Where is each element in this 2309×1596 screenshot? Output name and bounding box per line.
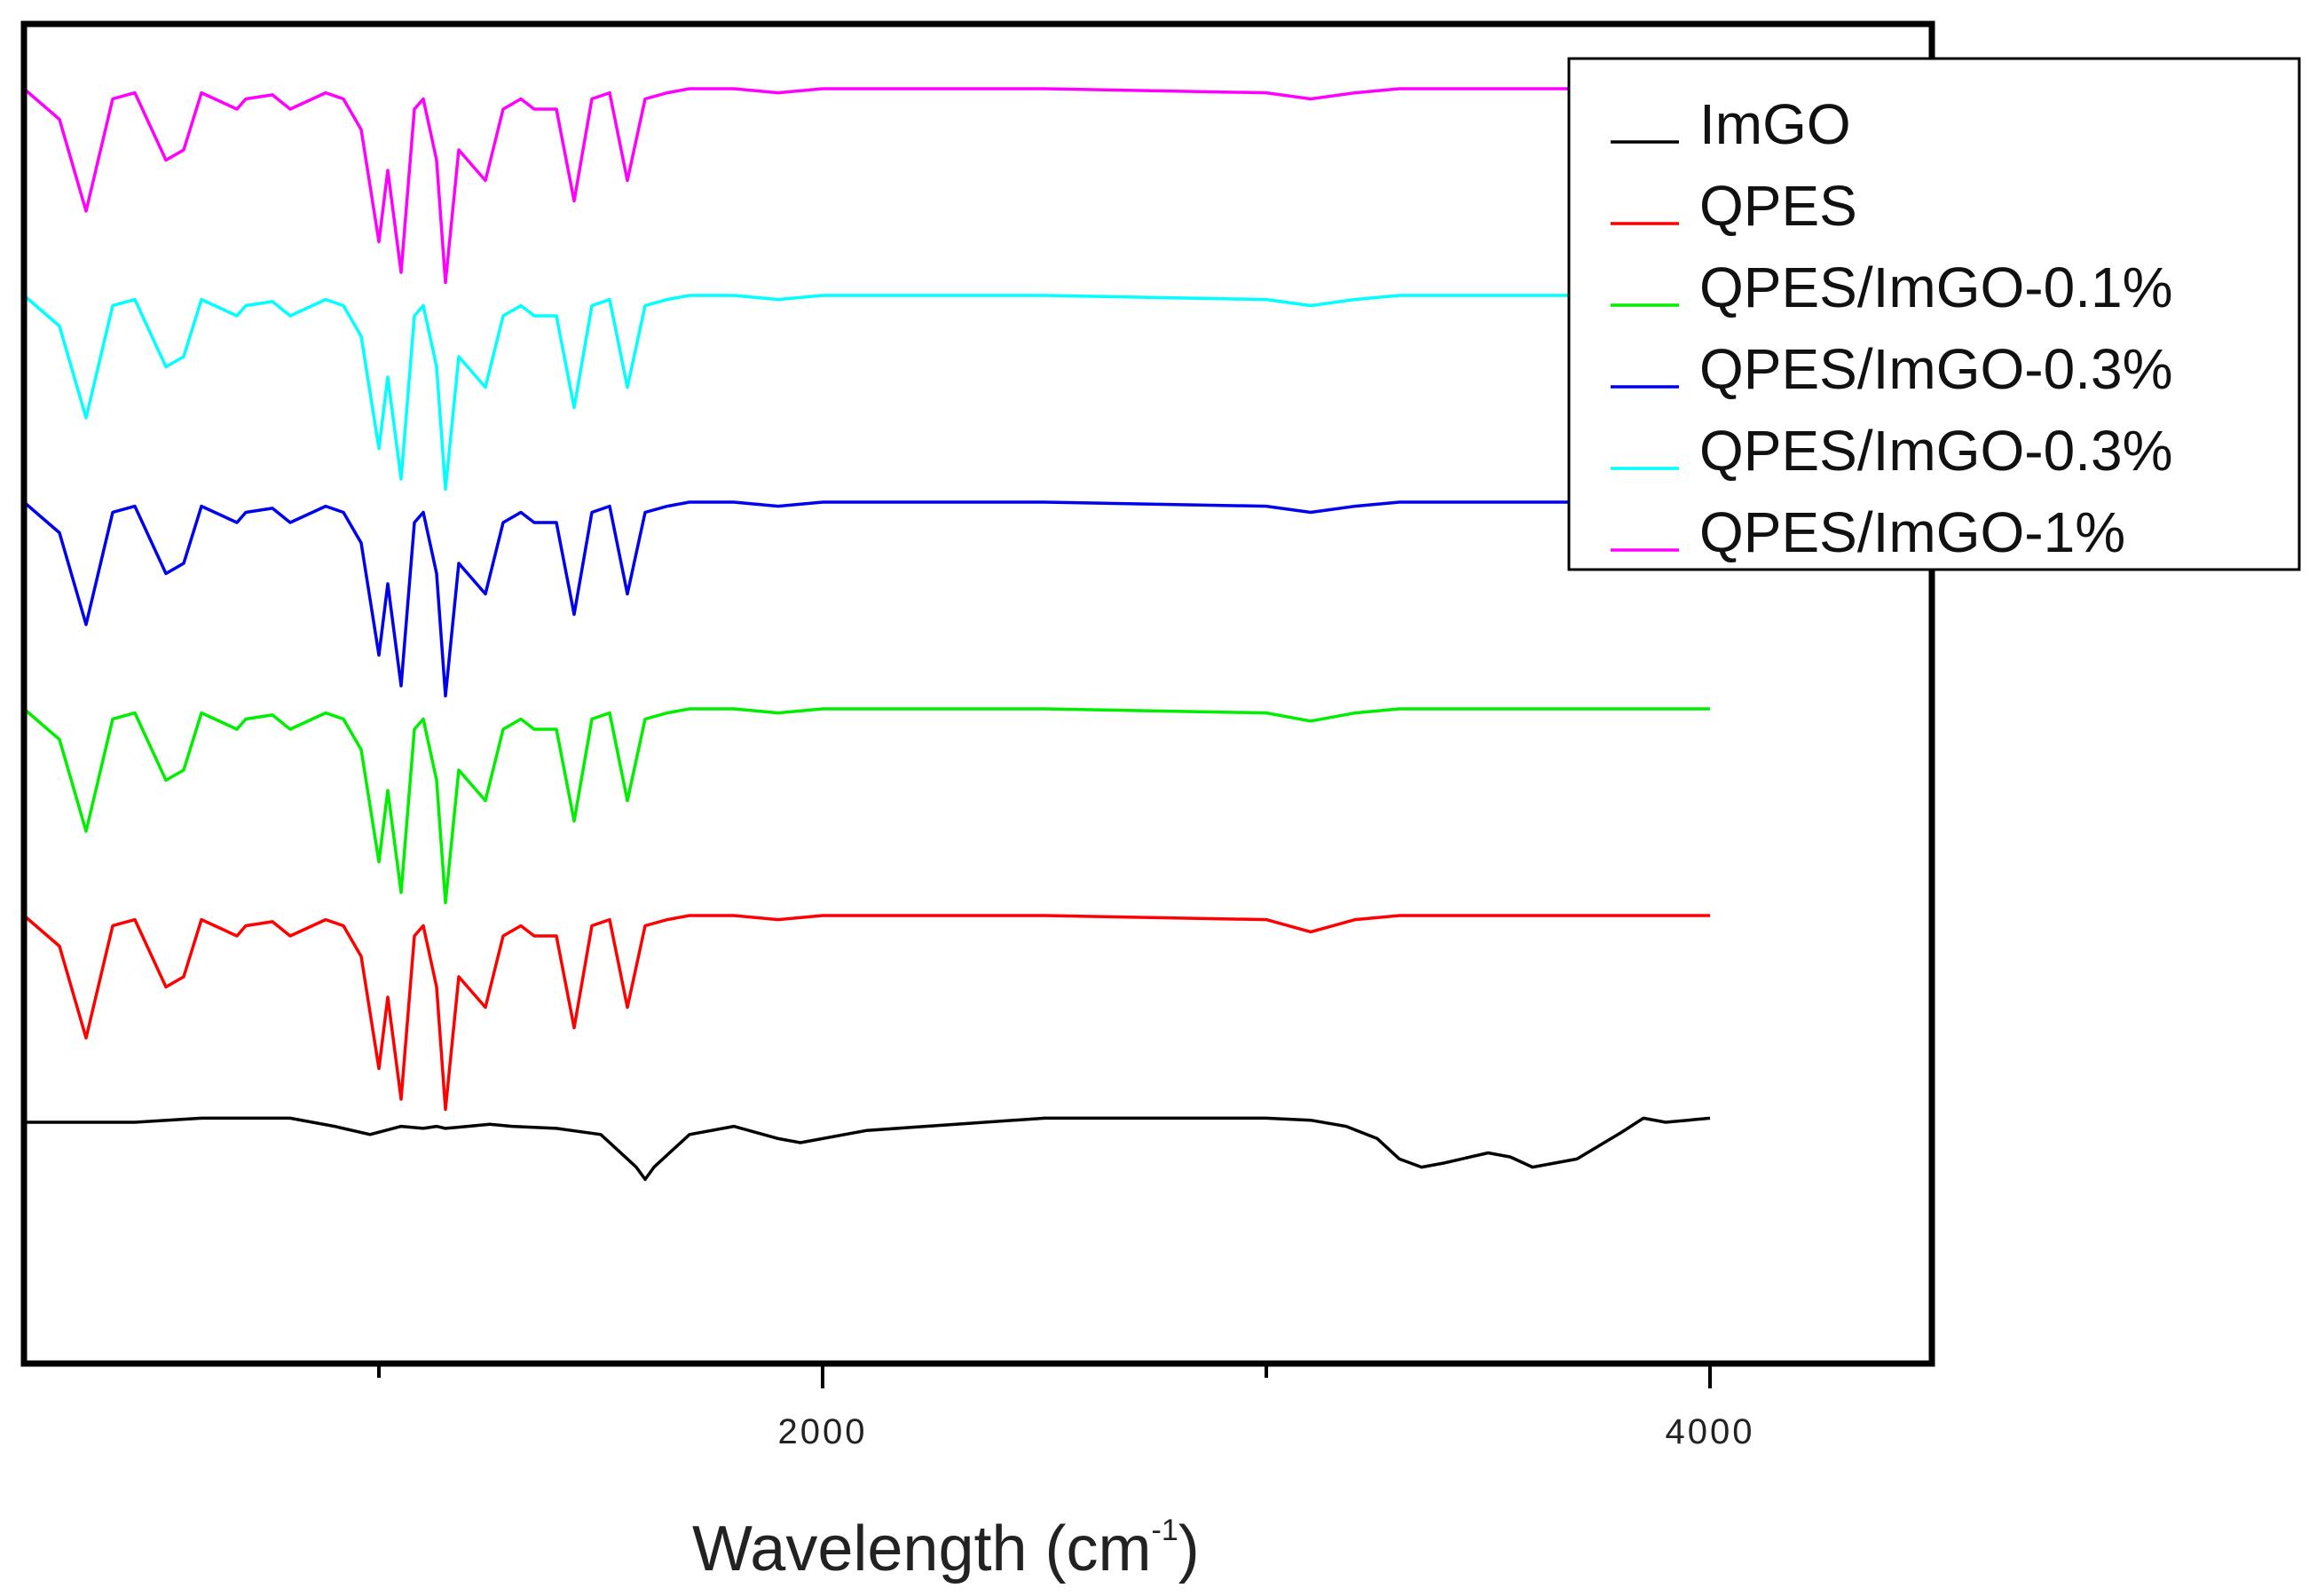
legend-label-0: ImGO bbox=[1699, 92, 1851, 156]
legend-label-2: QPES/ImGO-0.1% bbox=[1699, 256, 2172, 319]
legend-label-1: QPES bbox=[1699, 174, 1857, 238]
x-axis-ticks: 2000 4000 bbox=[377, 1364, 1755, 1451]
x-axis-title-suffix: ) bbox=[1178, 1513, 1200, 1584]
legend-label-5: QPES/ImGO-1% bbox=[1699, 500, 2125, 564]
x-tick-label-1: 4000 bbox=[1666, 1412, 1755, 1451]
series-line-0 bbox=[24, 1116, 1711, 1182]
series-layer bbox=[22, 87, 1711, 1182]
x-axis-title-main: Wavelength (cm bbox=[692, 1513, 1152, 1584]
series-line-4 bbox=[22, 294, 1710, 491]
legend-box bbox=[1567, 57, 2301, 571]
series-line-3 bbox=[22, 500, 1710, 698]
legend-label-4: QPES/ImGO-0.3% bbox=[1699, 419, 2172, 483]
series-line-5 bbox=[22, 87, 1710, 285]
x-axis-title: Wavelength (cm-1) bbox=[692, 1513, 1200, 1584]
x-axis-title-superscript: -1 bbox=[1152, 1513, 1178, 1547]
x-tick-label-0: 2000 bbox=[778, 1412, 868, 1451]
legend: ImGO QPES QPES/ImGO-0.1% QPES/ImGO-0.3% QPES… bbox=[1567, 57, 2301, 571]
series-line-2 bbox=[22, 707, 1710, 905]
legend-label-3: QPES/ImGO-0.3% bbox=[1699, 337, 2172, 401]
series-line-1 bbox=[22, 914, 1710, 1112]
plot-frame bbox=[20, 20, 1935, 1367]
